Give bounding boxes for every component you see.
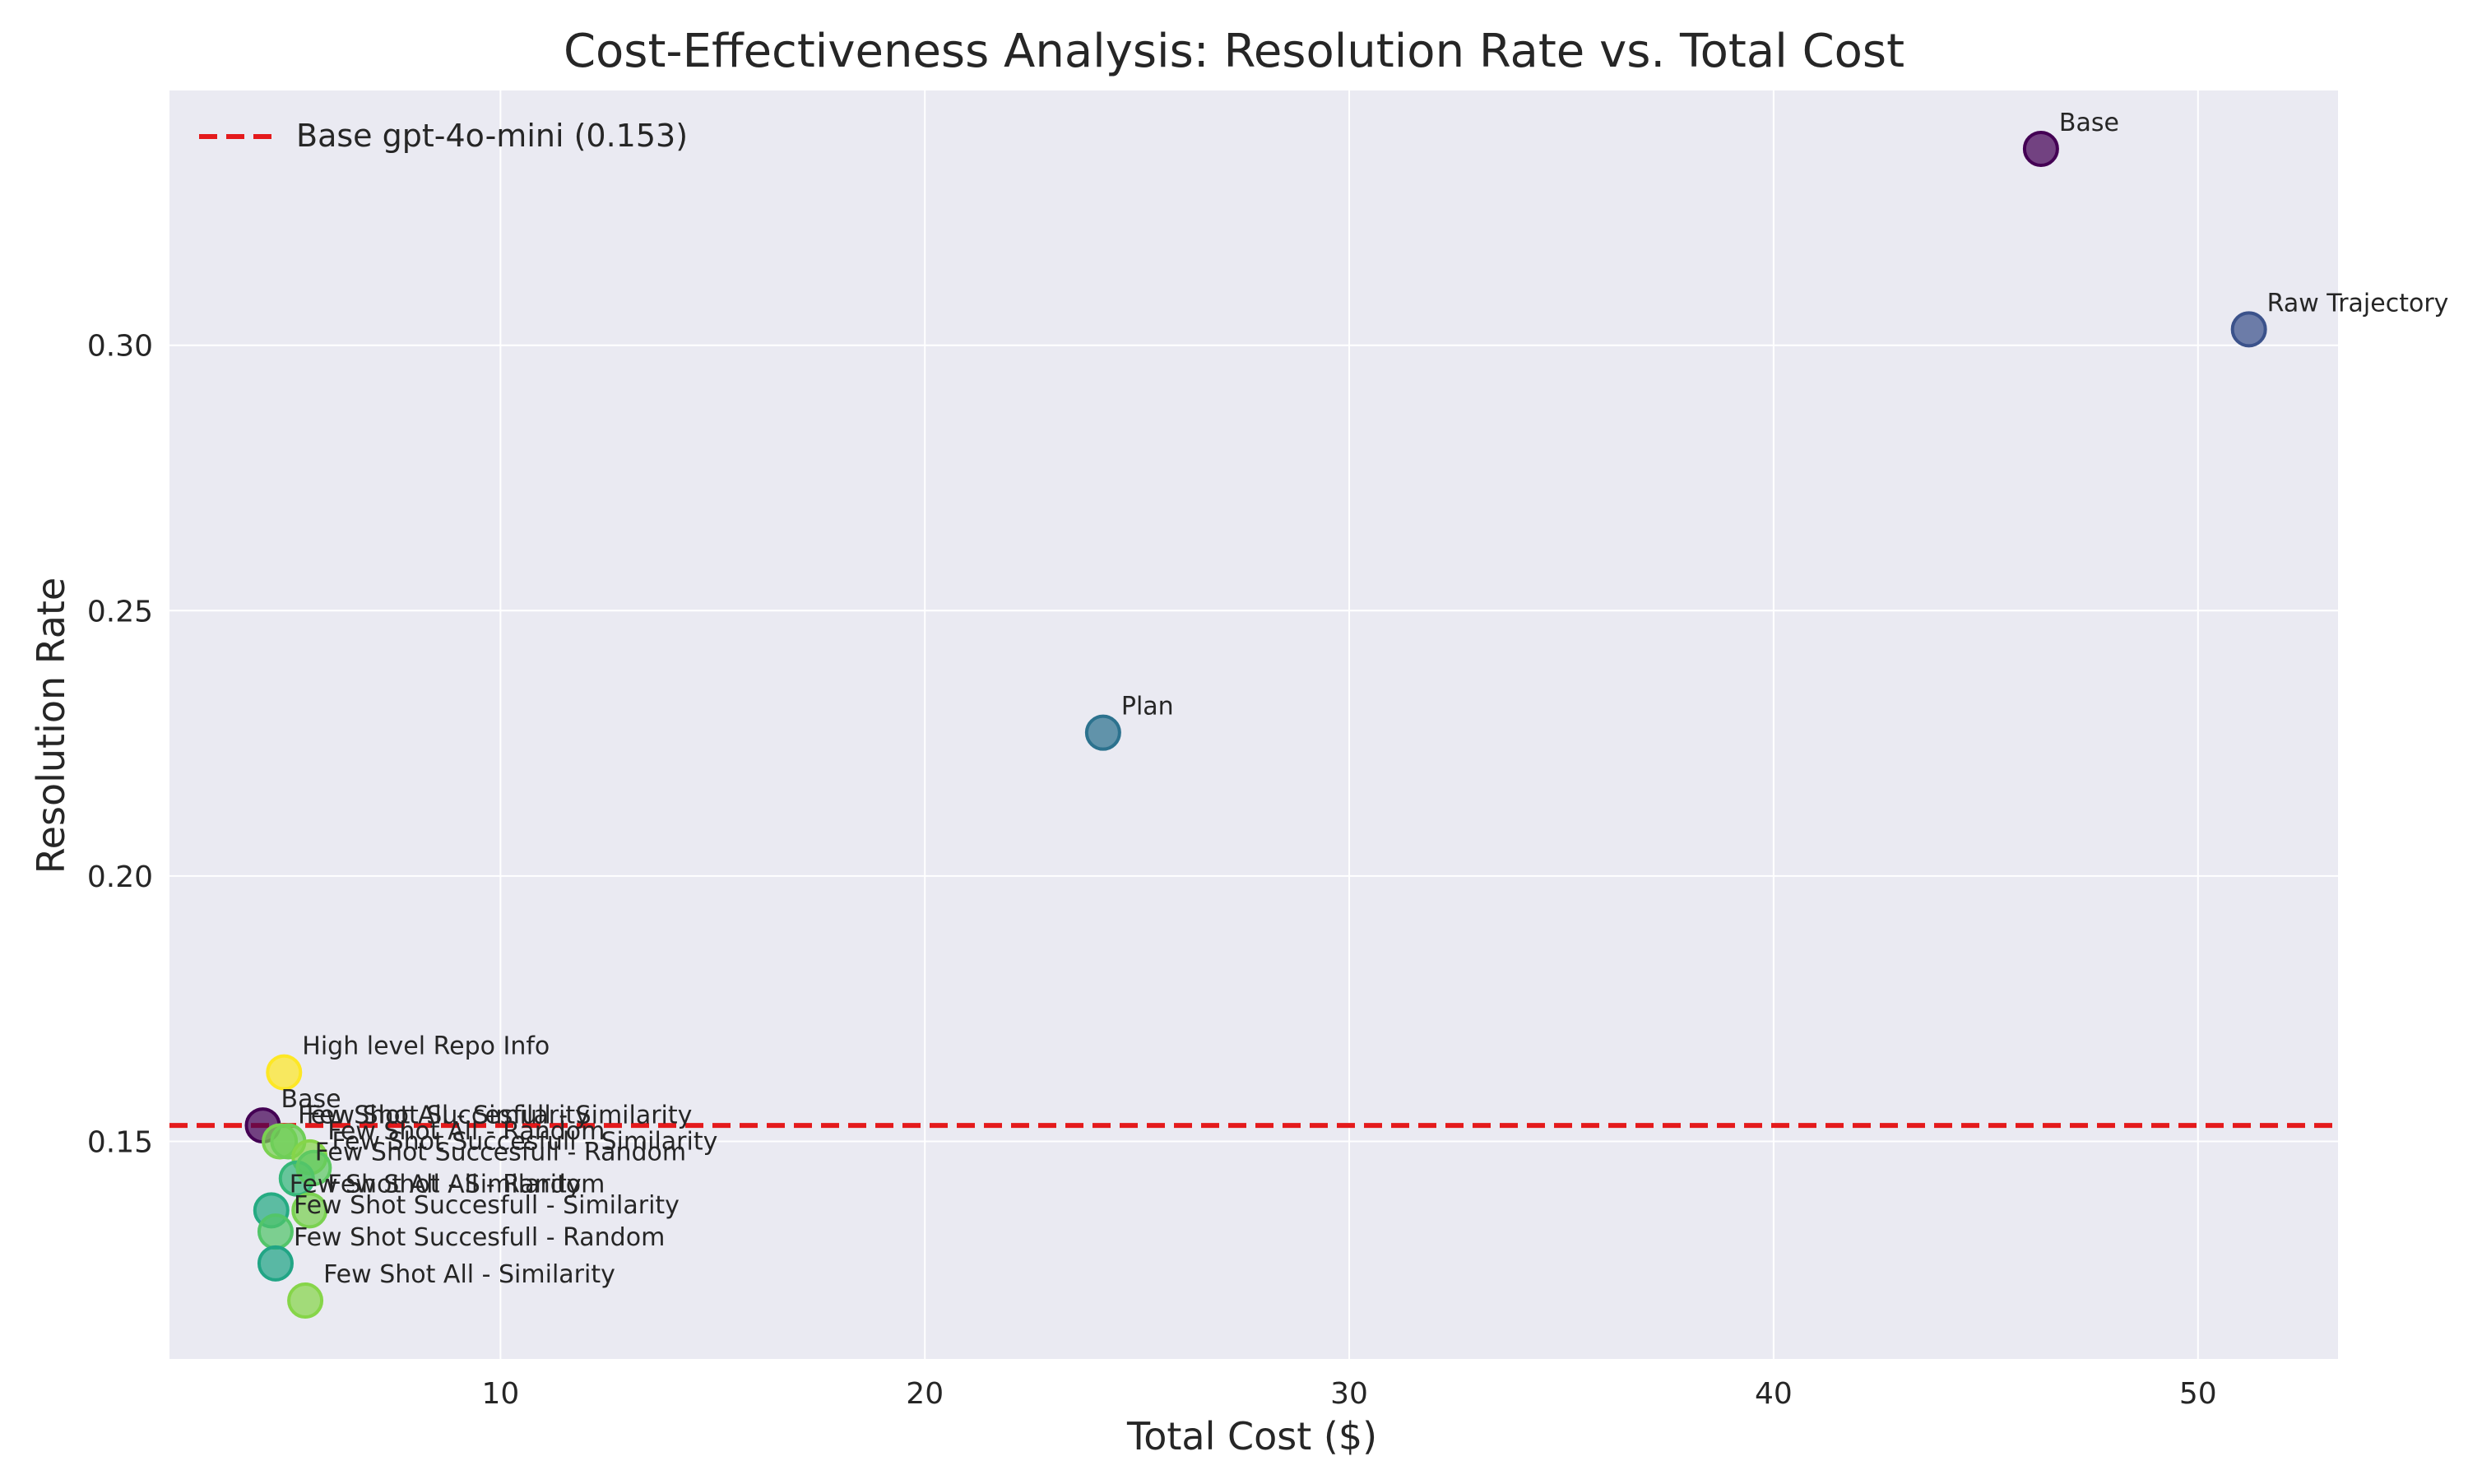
grid-lines	[169, 90, 2338, 1359]
data-label: High level Repo Info	[302, 1032, 550, 1061]
tick-labels: 10 20 30 40 50 0.15 0.20 0.25 0.30	[87, 330, 2217, 1411]
x-axis-label: Total Cost ($)	[1126, 1414, 1377, 1458]
x-tick-label: 50	[2179, 1377, 2217, 1411]
x-tick-label: 40	[1755, 1377, 1793, 1411]
data-point	[2230, 311, 2267, 348]
data-label: Plan	[1121, 693, 1174, 721]
data-label: Few Shot All - Random	[327, 1117, 605, 1146]
data-label: Few Shot Succesfull - Random	[294, 1223, 665, 1252]
plot-area	[169, 90, 2338, 1359]
data-point	[291, 1192, 328, 1229]
data-point	[257, 1245, 294, 1282]
data-label: Few Shot Succesfull - Similarity	[306, 1101, 692, 1129]
y-tick-label: 0.25	[87, 595, 153, 628]
data-label: Base	[281, 1085, 341, 1114]
data-labels: Base Raw Trajectory Plan High level Repo In…	[281, 109, 2448, 1289]
data-points	[244, 130, 2267, 1319]
legend: Base gpt-4o-mini (0.153)	[199, 118, 688, 154]
y-axis-label: Resolution Rate	[29, 577, 73, 874]
data-label: Few Shot All - Random	[327, 1170, 605, 1199]
data-label: Few Shot All - Similarity	[323, 1260, 615, 1289]
legend-entry-label: Base gpt-4o-mini (0.153)	[296, 118, 688, 154]
data-label: Few Shot All - Similarity	[298, 1101, 590, 1129]
data-point	[266, 1054, 303, 1091]
x-tick-label: 30	[1330, 1377, 1368, 1411]
y-tick-label: 0.20	[87, 860, 153, 894]
y-tick-label: 0.30	[87, 330, 153, 364]
data-point	[287, 1282, 324, 1319]
y-tick-label: 0.15	[87, 1125, 153, 1159]
data-point	[295, 1149, 332, 1186]
chart-title: Cost-Effectiveness Analysis: Resolution …	[564, 25, 1904, 78]
data-label: Raw Trajectory	[2267, 289, 2449, 318]
data-point	[1084, 714, 1121, 751]
data-point	[2022, 130, 2059, 167]
data-label: Base	[2059, 109, 2119, 137]
data-point	[257, 1213, 294, 1250]
data-label: Few Shot Succesfull - Random	[315, 1139, 686, 1167]
x-tick-label: 20	[906, 1377, 944, 1411]
x-tick-label: 10	[481, 1377, 519, 1411]
data-label: Few Shot All - Similarity	[290, 1170, 582, 1199]
data-label: Few Shot Succesfull - Similarity	[332, 1128, 717, 1157]
data-label: Few Shot Succesfull - Similarity	[294, 1191, 680, 1220]
